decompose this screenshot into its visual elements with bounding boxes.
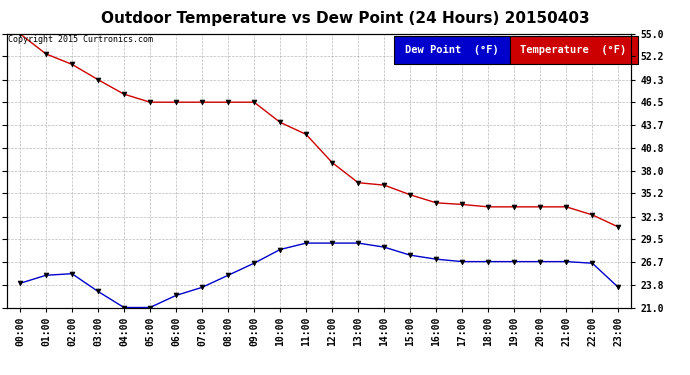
FancyBboxPatch shape	[394, 36, 510, 64]
FancyBboxPatch shape	[510, 36, 638, 64]
Text: Temperature  (°F): Temperature (°F)	[520, 45, 627, 55]
Text: Copyright 2015 Curtronics.com: Copyright 2015 Curtronics.com	[8, 35, 152, 44]
Text: Dew Point  (°F): Dew Point (°F)	[405, 45, 499, 55]
Text: Outdoor Temperature vs Dew Point (24 Hours) 20150403: Outdoor Temperature vs Dew Point (24 Hou…	[101, 11, 589, 26]
